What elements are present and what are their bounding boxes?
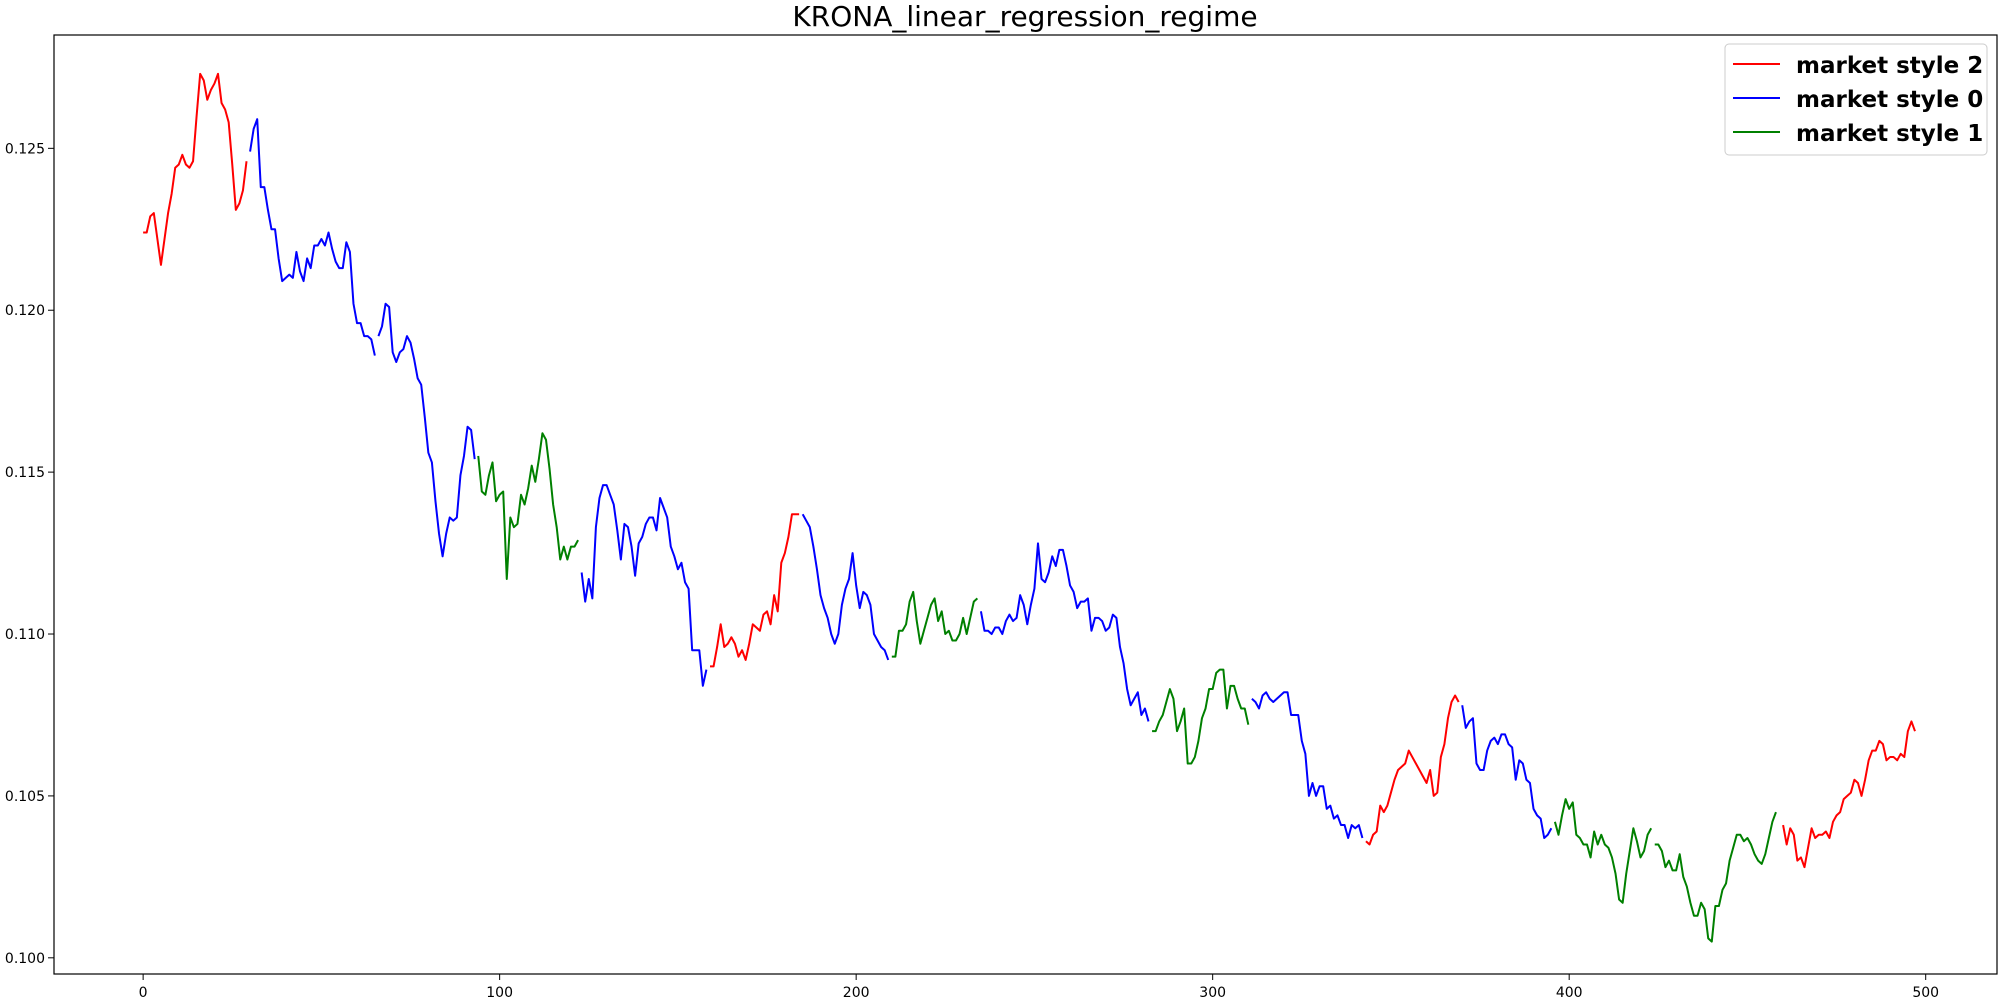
chart-title: KRONA_linear_regression_regime xyxy=(792,0,1257,33)
series-line-market-style-1-segment-4 xyxy=(1654,811,1777,943)
series-line-market-style-2-segment-1 xyxy=(709,513,800,668)
x-tick-label: 500 xyxy=(1912,985,1939,1000)
series-line-market-style-0-segment-5 xyxy=(1251,691,1364,840)
series-line-market-style-1-segment-3 xyxy=(1553,798,1653,904)
plot-area xyxy=(53,34,1998,975)
series-line-market-style-0-segment-0 xyxy=(249,118,376,356)
y-tick-label: 0.110 xyxy=(5,627,45,643)
series-line-market-style-0-segment-1 xyxy=(377,302,476,558)
y-tick-label: 0.100 xyxy=(5,951,45,967)
y-tick-label: 0.105 xyxy=(5,789,45,805)
series-line-market-style-0-segment-2 xyxy=(580,484,708,687)
x-tick-label: 200 xyxy=(843,985,870,1000)
series-line-market-style-0-segment-3 xyxy=(801,513,890,661)
x-tick-label: 400 xyxy=(1556,985,1583,1000)
y-tick-label: 0.120 xyxy=(5,303,45,319)
series-line-market-style-1-segment-1 xyxy=(891,590,979,658)
legend-label-style-1: market style 1 xyxy=(1796,121,1983,147)
series-layer xyxy=(143,72,1916,943)
series-line-market-style-0-segment-4 xyxy=(979,542,1150,722)
y-tick-label: 0.115 xyxy=(5,465,45,481)
legend-label-style-0: market style 0 xyxy=(1796,87,1983,113)
legend-box xyxy=(1724,43,1988,156)
series-line-market-style-2-segment-2 xyxy=(1365,694,1460,846)
series-line-market-style-1-segment-2 xyxy=(1152,668,1250,765)
y-axis: 0.100 0.105 0.110 0.115 0.120 0.125 xyxy=(5,141,54,967)
x-tick-label: 100 xyxy=(486,985,513,1000)
x-tick-label: 0 xyxy=(139,985,148,1000)
series-line-market-style-0-segment-6 xyxy=(1461,705,1553,840)
x-axis: 0 100 200 300 400 500 xyxy=(139,974,1939,1000)
legend: market style 2 market style 0 market sty… xyxy=(1724,43,1988,156)
series-line-market-style-2-segment-0 xyxy=(143,72,248,266)
x-tick-label: 300 xyxy=(1199,985,1226,1000)
series-line-market-style-2-segment-3 xyxy=(1782,720,1916,869)
legend-label-style-2: market style 2 xyxy=(1796,53,1983,79)
series-line-market-style-1-segment-0 xyxy=(477,432,579,580)
y-tick-label: 0.125 xyxy=(5,141,45,157)
